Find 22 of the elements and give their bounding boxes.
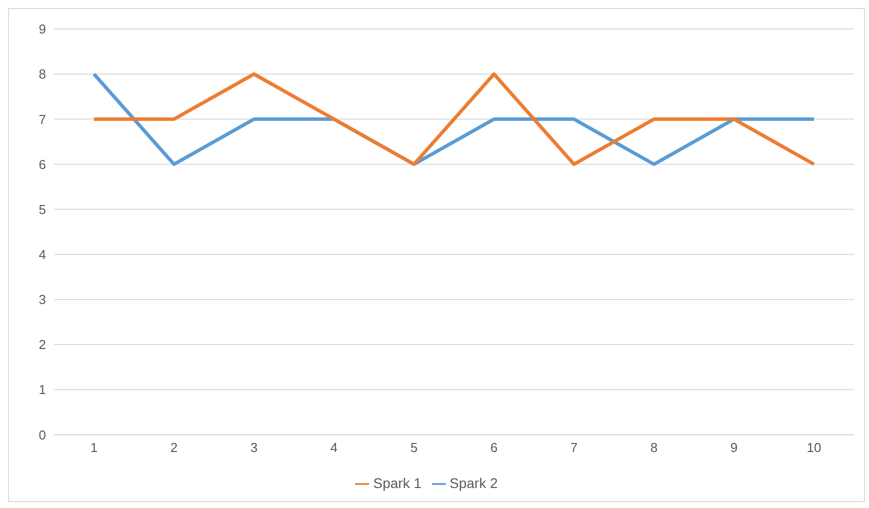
y-tick-label: 2 <box>38 337 46 352</box>
y-tick-label: 5 <box>38 202 46 217</box>
legend-label: Spark 1 <box>373 474 422 491</box>
x-tick-label: 2 <box>170 440 178 455</box>
y-tick-label: 8 <box>38 66 46 82</box>
x-tick-label: 3 <box>250 440 258 455</box>
x-tick-label: 1 <box>90 440 98 455</box>
x-tick-label: 8 <box>650 440 658 455</box>
y-tick-label: 7 <box>38 112 46 127</box>
x-tick-label: 7 <box>570 440 578 455</box>
legend-label: Spark 2 <box>450 474 498 491</box>
x-tick-label: 10 <box>806 440 822 455</box>
y-tick-label: 4 <box>38 247 46 262</box>
y-tick-label: 1 <box>38 382 46 398</box>
y-tick-label: 3 <box>38 292 46 308</box>
y-tick-label: 0 <box>38 427 46 442</box>
x-tick-label: 6 <box>490 440 498 455</box>
x-tick-label: 4 <box>330 440 338 455</box>
y-tick-label: 9 <box>38 22 46 37</box>
y-tick-label: 6 <box>38 156 46 172</box>
x-tick-label: 9 <box>730 440 738 455</box>
x-tick-label: 5 <box>410 440 418 455</box>
